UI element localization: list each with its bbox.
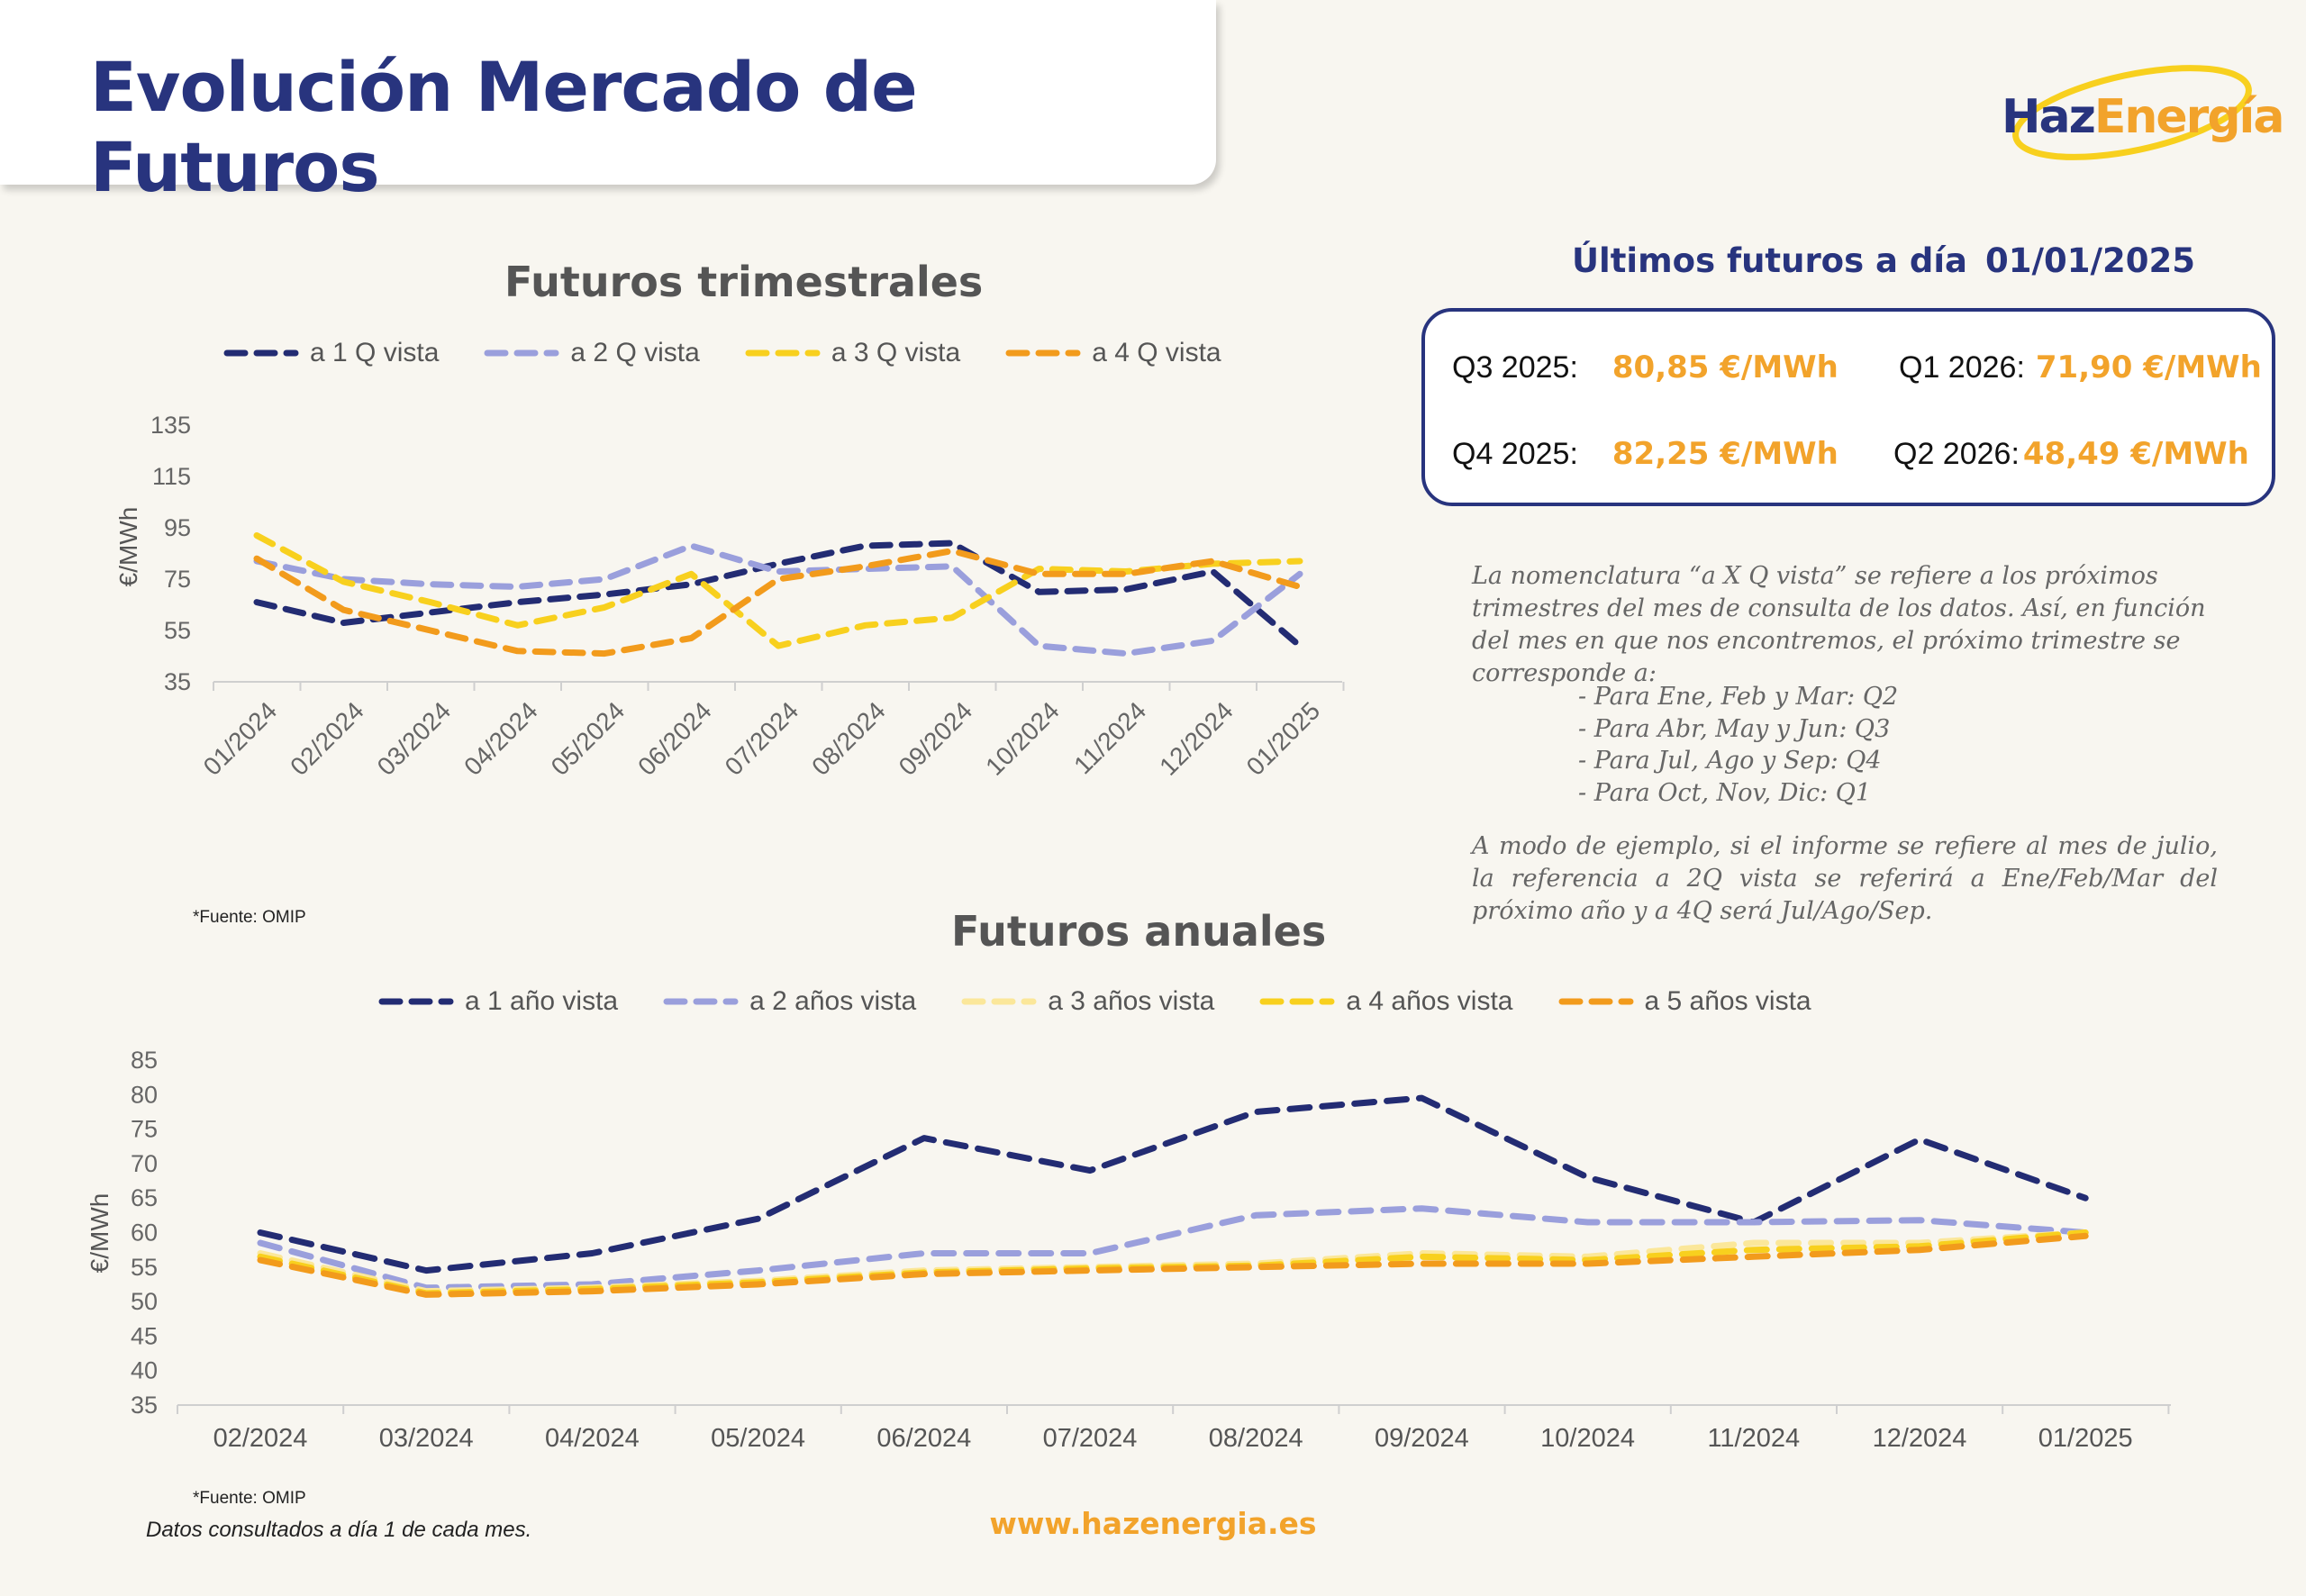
legend-item: a 1 Q vista: [223, 338, 439, 368]
legend-label: a 2 años vista: [749, 986, 917, 1016]
series-line: [253, 548, 1303, 657]
y-tick-label: 40: [131, 1357, 158, 1384]
nomenclature-note: La nomenclatura “a X Q vista” se refiere…: [1472, 562, 2206, 687]
futures-box: Q3 2025: 80,85 €/MWh Q1 2026: 71,90 €/MW…: [1421, 308, 2275, 506]
futures-item: Q2 2026: 48,49 €/MWh: [1893, 436, 2249, 472]
x-tick-label: 07/2024: [1043, 1424, 1138, 1453]
logo-swoosh-icon: [2012, 65, 2252, 160]
legend-item: a 2 Q vista: [484, 338, 700, 368]
x-tick-label: 12/2024: [1873, 1424, 1967, 1453]
futures-date: 01/01/2025: [1985, 241, 2195, 280]
y-tick-label: 75: [164, 566, 191, 593]
y-tick-label: 45: [131, 1322, 158, 1349]
footer-note: Datos consultados a día 1 de cada mes.: [146, 1518, 532, 1542]
legend-swatch: [745, 349, 821, 357]
futures-item: Q4 2025: 82,25 €/MWh: [1452, 436, 1838, 472]
legend-label: a 1 Q vista: [310, 338, 440, 367]
series-line: [257, 1232, 2089, 1298]
logo: HazEnergía: [2002, 50, 2284, 176]
quarterly-chart-title: Futuros trimestrales: [504, 258, 984, 306]
futures-item: Q1 2026: 71,90 €/MWh: [1899, 349, 2262, 385]
series-line: [257, 1205, 2089, 1292]
list-item: - Para Jul, Ago y Sep: Q4: [1578, 747, 1882, 775]
legend-swatch: [223, 349, 299, 357]
y-tick-label: 85: [131, 1047, 158, 1074]
legend-item: a 4 años vista: [1259, 986, 1513, 1017]
legend-swatch: [1259, 998, 1335, 1005]
futures-item: Q3 2025: 80,85 €/MWh: [1452, 349, 1838, 385]
legend-label: a 3 años vista: [1048, 986, 1215, 1016]
legend-label: a 1 año vista: [465, 986, 619, 1016]
logo-text: HazEnergía: [2002, 90, 2284, 144]
list-item: - Para Ene, Feb y Mar: Q2: [1578, 683, 1899, 711]
legend-swatch: [484, 349, 559, 357]
legend-item: a 3 años vista: [961, 986, 1214, 1017]
x-tick-label: 08/2024: [1209, 1424, 1303, 1453]
x-tick-label: 06/2024: [876, 1424, 971, 1453]
legend-swatch: [378, 998, 454, 1005]
legend-label: a 4 años vista: [1346, 986, 1513, 1016]
quarterly-legend: a 1 Q vista a 2 Q vista a 3 Q vista a 4 Q v…: [223, 338, 1266, 368]
legend-label: a 2 Q vista: [570, 338, 700, 367]
y-tick-label: 35: [131, 1392, 158, 1419]
legend-swatch: [1558, 998, 1633, 1005]
y-tick-label: 65: [131, 1184, 158, 1211]
legend-swatch: [663, 998, 739, 1005]
legend-item: a 4 Q vista: [1005, 338, 1221, 368]
title-card: Evolución Mercado de Futuros: [0, 0, 1216, 207]
y-tick-label: 50: [131, 1288, 158, 1315]
quarter-mapping-list: - Para Ene, Feb y Mar: Q2 - Para Abr, Ma…: [1578, 681, 1898, 809]
legend-swatch: [961, 998, 1037, 1005]
x-tick-label: 02/2024: [213, 1424, 308, 1453]
legend-item: a 3 Q vista: [745, 338, 960, 368]
y-tick-label: 35: [164, 668, 191, 695]
x-tick-label: 10/2024: [1540, 1424, 1635, 1453]
x-tick-label: 04/2024: [545, 1424, 640, 1453]
y-tick-label: 55: [131, 1254, 158, 1281]
legend-swatch: [1005, 349, 1081, 357]
legend-item: a 2 años vista: [663, 986, 916, 1017]
annual-chart-title: Futuros anuales: [951, 907, 1327, 956]
x-tick-label: 05/2024: [711, 1424, 805, 1453]
x-tick-label: 11/2024: [1707, 1424, 1800, 1453]
annual-legend: a 1 año vista a 2 años vista a 3 años vist…: [378, 986, 1857, 1017]
example-note: A modo de ejemplo, si el informe se refi…: [1472, 832, 2218, 925]
x-tick-label: 03/2024: [379, 1424, 474, 1453]
page-title: Evolución Mercado de Futuros: [90, 47, 918, 207]
x-tick-label: 09/2024: [1375, 1424, 1469, 1453]
y-tick-label: 60: [131, 1220, 158, 1247]
annual-source: *Fuente: OMIP: [193, 1489, 306, 1508]
y-tick-label: 75: [131, 1116, 158, 1143]
futures-header: Últimos futuros a día 01/01/2025: [1572, 241, 2195, 280]
legend-label: a 4 Q vista: [1092, 338, 1221, 367]
legend-item: a 5 años vista: [1558, 986, 1811, 1017]
list-item: - Para Oct, Nov, Dic: Q1: [1578, 778, 1872, 807]
y-tick-label: 115: [152, 463, 191, 490]
legend-item: a 1 año vista: [378, 986, 618, 1017]
quarterly-source: *Fuente: OMIP: [193, 908, 306, 927]
annual-chart: 35 40 45 50 55 60 65 70 75 80 85 02/2024 03/2024 04/2…: [131, 1047, 2171, 1453]
series-line: [253, 542, 1303, 657]
x-tick-label: 01/2025: [2038, 1424, 2133, 1453]
list-item: - Para Abr, May y Jun: Q3: [1578, 714, 1891, 743]
legend-label: a 3 Q vista: [831, 338, 961, 367]
footer-url[interactable]: www.hazenergia.es: [989, 1506, 1317, 1541]
y-tick-label: 55: [164, 617, 191, 644]
series-line: [253, 532, 1303, 649]
y-tick-label: 80: [131, 1081, 158, 1108]
y-tick-label: 95: [164, 514, 191, 541]
y-tick-label: 135: [150, 412, 191, 439]
legend-label: a 5 años vista: [1644, 986, 1811, 1016]
series-line: [253, 540, 1303, 649]
y-tick-label: 70: [131, 1150, 158, 1177]
series-line: [257, 1094, 2089, 1274]
